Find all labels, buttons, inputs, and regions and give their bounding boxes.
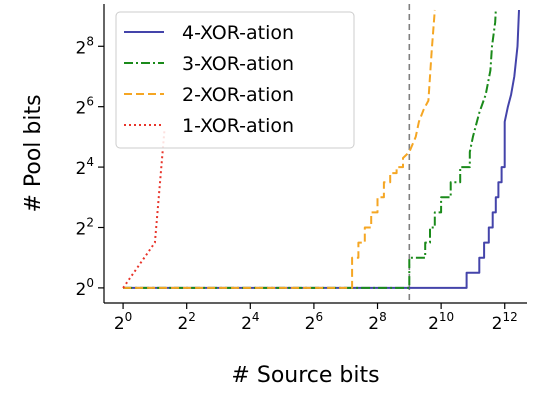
x-tick-label: 28 (368, 310, 386, 334)
series-line-4 (122, 130, 166, 289)
x-tick-label: 26 (305, 310, 323, 334)
y-tick-label: 22 (76, 215, 94, 239)
y-tick-label: 24 (76, 155, 94, 179)
series-line-3 (123, 9, 436, 289)
legend-label: 4-XOR-ation (182, 22, 294, 44)
series-layer (122, 9, 520, 289)
legend-items: 4-XOR-ation 3-XOR-ation 2-XOR-ation 1-XOR-a… (124, 22, 294, 137)
x-tick-label: 210 (428, 310, 454, 334)
legend: 4-XOR-ation 3-XOR-ation 2-XOR-ation 1-XOR-a… (115, 11, 355, 149)
x-tick-label: 212 (492, 310, 518, 334)
y-tick-label: 26 (76, 95, 94, 119)
y-ticks: 20 22 24 26 28 (76, 34, 104, 300)
x-tick-label: 20 (114, 310, 132, 334)
legend-box (115, 11, 355, 149)
series-line-1 (123, 9, 520, 289)
legend-label: 1-XOR-ation (182, 115, 294, 137)
legend-label: 2-XOR-ation (182, 84, 294, 106)
x-axis-title: # Source bits (231, 363, 379, 388)
legend-label: 3-XOR-ation (182, 53, 294, 75)
y-tick-label: 20 (76, 276, 94, 300)
y-tick-label: 28 (76, 34, 94, 58)
x-tick-label: 24 (241, 310, 259, 334)
plot-area: 20 22 24 26 28 210 212 20 22 24 26 28 (76, 4, 527, 334)
y-axis-title: # Pool bits (21, 94, 46, 212)
series-line-2 (123, 9, 497, 289)
x-ticks: 20 22 24 26 28 210 212 (114, 303, 518, 334)
x-tick-label: 22 (177, 310, 195, 334)
